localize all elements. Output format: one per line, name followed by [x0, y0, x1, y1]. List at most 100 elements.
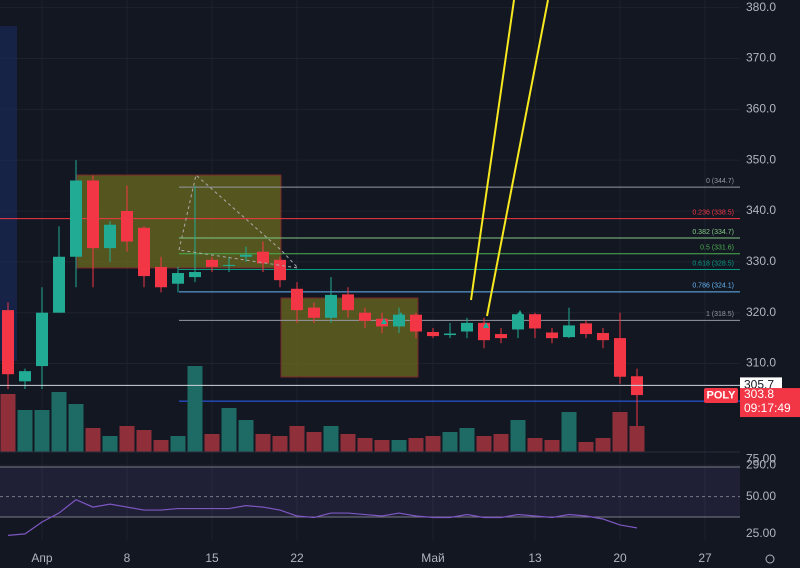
volume-bar	[510, 420, 526, 452]
volume	[0, 366, 645, 452]
volume-bar	[221, 408, 237, 452]
candle-body	[172, 273, 184, 284]
volume-bar	[561, 412, 577, 452]
trend-line	[470, 0, 515, 301]
volume-bar	[357, 438, 373, 452]
rsi-band	[0, 467, 740, 517]
trend-line	[486, 0, 549, 317]
volume-bar	[476, 436, 492, 452]
y-tick-label: 350.0	[746, 152, 776, 166]
rsi	[0, 496, 740, 536]
x-tick-label: 15	[205, 551, 219, 565]
fib-label: 0.786 (324.1)	[692, 283, 734, 290]
candle-body	[2, 310, 14, 375]
zone-box	[280, 297, 419, 378]
candle-body	[410, 314, 422, 332]
volume-bar	[527, 438, 543, 452]
candle-body	[104, 224, 116, 249]
volume-bar	[51, 392, 67, 452]
volume-bar	[255, 434, 271, 452]
volume-bar	[340, 434, 356, 452]
rsi-tick-label: 50.00	[746, 489, 776, 503]
volume-bar	[629, 426, 645, 452]
volume-bar	[34, 410, 50, 452]
y-tick-label: 380.0	[746, 0, 776, 14]
volume-bar	[136, 430, 152, 452]
volume-bar	[289, 426, 305, 452]
volume-bar	[0, 394, 16, 452]
volume-bar	[578, 442, 594, 452]
candle-body	[512, 314, 524, 330]
volume-bar	[408, 438, 424, 452]
fib-label: 0.618 (328.5)	[692, 260, 734, 267]
volume-bar	[187, 366, 203, 452]
volume-bar	[612, 412, 628, 452]
candles	[2, 160, 643, 439]
y-tick-label: 320.0	[746, 305, 776, 319]
candle-body	[529, 314, 541, 329]
candle-body	[36, 312, 48, 367]
volume-bar	[425, 436, 441, 452]
x-tick-label: 22	[290, 551, 304, 565]
x-tick-label: Апр	[31, 551, 53, 565]
candle-body	[546, 332, 558, 339]
volume-bar	[459, 428, 475, 452]
candle-body	[87, 180, 99, 249]
candle-body	[206, 259, 218, 267]
candle-body	[427, 332, 439, 337]
volume-bar	[272, 436, 288, 452]
volume-bar	[204, 434, 220, 452]
y-tick-label: 330.0	[746, 254, 776, 268]
y-tick-label: 340.0	[746, 203, 776, 217]
volume-bar	[153, 440, 169, 452]
candle-body	[121, 211, 133, 242]
fib-label: 1 (318.5)	[706, 311, 734, 318]
volume-bar	[68, 404, 84, 452]
volume-bar	[102, 436, 118, 452]
x-tick-label: 13	[528, 551, 542, 565]
last-price-label: 303.8	[744, 387, 774, 401]
volume-bar	[323, 426, 339, 452]
volume-bar	[119, 426, 135, 452]
candle-body	[342, 294, 354, 311]
volume-bar	[493, 434, 509, 452]
fib-label: 0.382 (334.7)	[692, 229, 734, 236]
candle-body	[495, 334, 507, 339]
candle-body	[308, 307, 320, 318]
candle-body	[155, 266, 167, 288]
x-tick-label: 20	[613, 551, 627, 565]
candle-body	[53, 256, 65, 313]
candle-body	[19, 371, 31, 382]
volume-bar	[442, 432, 458, 452]
candle-body	[274, 259, 286, 281]
last-price-box	[740, 388, 800, 418]
volume-bar	[544, 440, 560, 452]
volume-bar	[17, 410, 33, 452]
candle-body	[359, 312, 371, 321]
candle-body	[597, 333, 609, 341]
settings-icon[interactable]	[765, 554, 775, 564]
candle-body	[563, 325, 575, 338]
x-tick-label: 27	[698, 551, 712, 565]
volume-bar	[306, 432, 322, 452]
candle-body	[223, 264, 235, 266]
fib-label: 0.5 (331.6)	[700, 245, 734, 252]
candle-body	[580, 323, 592, 335]
rsi-tick-label: 75.00	[746, 452, 776, 466]
rsi-tick-label: 25.00	[746, 526, 776, 540]
volume-bar	[374, 440, 390, 452]
left-shape	[0, 26, 17, 361]
fib-label: 0.236 (338.5)	[692, 209, 734, 216]
x-tick-label: 8	[124, 551, 131, 565]
volume-bar	[170, 436, 186, 452]
fib-label: 0 (344.7)	[706, 178, 734, 185]
candle-body	[240, 254, 252, 257]
candle-body	[291, 288, 303, 311]
candle-body	[461, 322, 473, 332]
y-tick-label: 290.0	[746, 457, 776, 471]
volume-bar	[238, 420, 254, 452]
rsi-line	[7, 498, 638, 536]
